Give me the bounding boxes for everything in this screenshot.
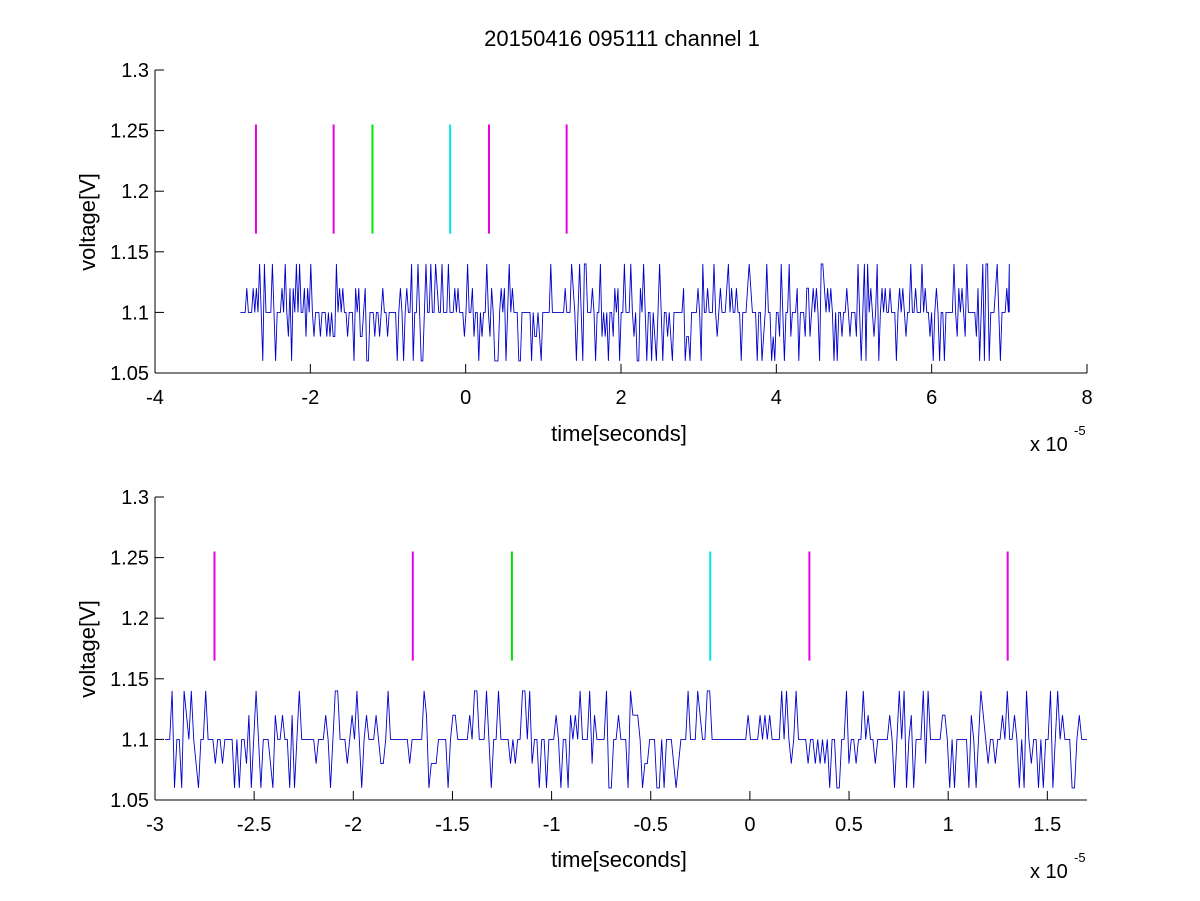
y-tick-label: 1.15 (110, 669, 149, 691)
top-subplot: -4 -2 0 2 4 6 8 1.05 1.1 1.15 1.2 1.25 1.3 time[sec… (75, 60, 1093, 456)
x-tick-label: 4 (771, 387, 782, 409)
x-tick-label: -2 (344, 814, 362, 836)
y-tick-label: 1.2 (121, 181, 149, 203)
x-tick-label: 1.5 (1033, 814, 1061, 836)
bottom-y-ticks: 1.05 1.1 1.15 1.2 1.25 1.3 (110, 487, 164, 812)
x-tick-label: 1 (943, 814, 954, 836)
top-y-axis-label: voltage[V] (75, 173, 100, 271)
y-tick-label: 1.2 (121, 608, 149, 630)
top-x-multiplier: x 10 (1030, 434, 1068, 456)
y-tick-label: 1.1 (121, 302, 149, 324)
x-tick-label: -3 (146, 814, 164, 836)
x-tick-label: 8 (1081, 387, 1092, 409)
bottom-x-ticks: -3 -2.5 -2 -1.5 -1 -0.5 0 0.5 1 1.5 (146, 791, 1061, 836)
top-y-ticks: 1.05 1.1 1.15 1.2 1.25 1.3 (110, 60, 164, 385)
x-tick-label: -1 (543, 814, 561, 836)
y-tick-label: 1.05 (110, 790, 149, 812)
x-tick-label: -1.5 (435, 814, 469, 836)
x-tick-label: -2.5 (237, 814, 271, 836)
x-tick-label: 0 (744, 814, 755, 836)
bottom-x-multiplier: x 10 (1030, 861, 1068, 883)
top-voltage-trace (240, 263, 1010, 362)
top-event-markers (254, 124, 568, 234)
y-tick-label: 1.3 (121, 60, 149, 82)
x-tick-label: 0.5 (835, 814, 863, 836)
top-x-ticks: -4 -2 0 2 4 6 8 (146, 364, 1093, 409)
chart-title: 20150416 095111 channel 1 (484, 26, 760, 51)
bottom-voltage-trace (164, 690, 1087, 789)
y-tick-label: 1.25 (110, 548, 149, 570)
voltage-trace-line (240, 263, 1010, 362)
bottom-x-exponent: -5 (1074, 850, 1086, 865)
y-tick-label: 1.15 (110, 242, 149, 264)
x-tick-label: 0 (460, 387, 471, 409)
x-tick-label: -0.5 (634, 814, 668, 836)
bottom-y-axis-label: voltage[V] (75, 600, 100, 698)
y-tick-label: 1.3 (121, 487, 149, 509)
x-tick-label: -4 (146, 387, 164, 409)
bottom-x-axis-label: time[seconds] (551, 847, 687, 872)
top-x-axis-label: time[seconds] (551, 421, 687, 446)
y-tick-label: 1.05 (110, 363, 149, 385)
bottom-subplot: -3 -2.5 -2 -1.5 -1 -0.5 0 0.5 1 1.5 1.051.11.151.… (75, 487, 1087, 883)
x-tick-label: 6 (926, 387, 937, 409)
y-tick-label: 1.1 (121, 729, 149, 751)
bottom-event-markers (213, 551, 1009, 661)
x-tick-label: -2 (301, 387, 319, 409)
voltage-trace-line (164, 690, 1087, 789)
x-tick-label: 2 (615, 387, 626, 409)
y-tick-label: 1.25 (110, 121, 149, 143)
top-x-exponent: -5 (1074, 423, 1086, 438)
